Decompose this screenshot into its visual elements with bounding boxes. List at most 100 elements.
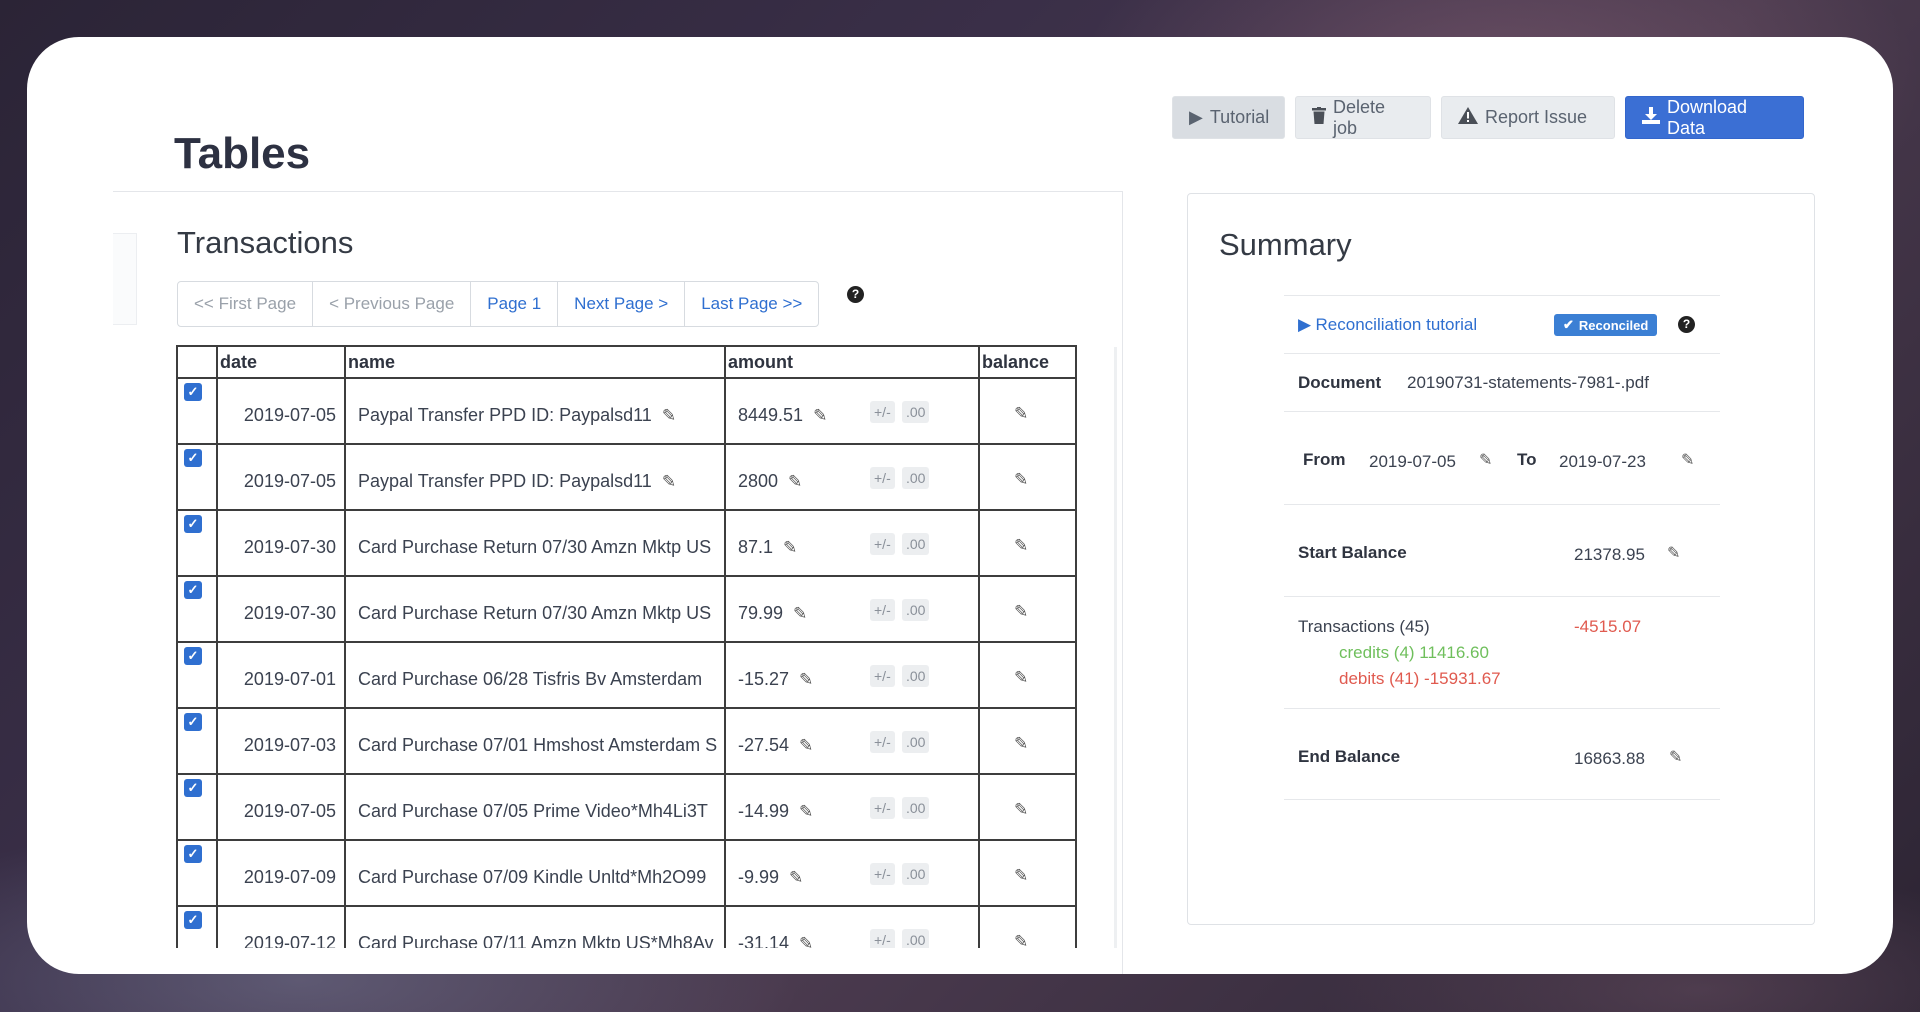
balance-cell[interactable]: ✎ — [978, 641, 1077, 709]
balance-cell[interactable]: ✎ — [978, 443, 1077, 511]
last-page-link[interactable]: Last Page >> — [701, 294, 803, 313]
edit-icon[interactable]: ✎ — [788, 472, 803, 491]
table-scrollbar[interactable] — [1114, 347, 1117, 948]
balance-cell[interactable]: ✎ — [978, 707, 1077, 775]
edit-icon[interactable]: ✎ — [799, 934, 814, 948]
date-cell[interactable]: 2019-07-30 — [216, 509, 346, 577]
toggle-sign-button[interactable]: +/- — [870, 731, 895, 753]
name-cell[interactable]: Card Purchase 07/09 Kindle Unltd*Mh2O99 — [344, 839, 726, 907]
toggle-sign-button[interactable]: +/- — [870, 665, 895, 687]
amount-cell[interactable]: 79.99 ✎ +/- .00 — [724, 575, 980, 643]
name-cell[interactable]: Paypal Transfer PPD ID: Paypalsd11 ✎ — [344, 443, 726, 511]
amount-cell[interactable]: 8449.51 ✎ +/- .00 — [724, 377, 980, 445]
decimal-button[interactable]: .00 — [902, 467, 930, 489]
date-cell[interactable]: 2019-07-12 — [216, 905, 346, 948]
decimal-button[interactable]: .00 — [902, 731, 930, 753]
reconciliation-tutorial-link[interactable]: ▶ Reconciliation tutorial — [1298, 315, 1477, 335]
edit-icon[interactable]: ✎ — [1014, 404, 1029, 423]
collapsed-side-tab[interactable] — [113, 233, 137, 325]
toggle-sign-button[interactable]: +/- — [870, 467, 895, 489]
column-header-name[interactable]: name — [344, 345, 726, 379]
edit-icon[interactable]: ✎ — [783, 538, 798, 557]
amount-cell[interactable]: 2800 ✎ +/- .00 — [724, 443, 980, 511]
edit-icon[interactable]: ✎ — [799, 670, 814, 689]
row-checkbox[interactable]: ✓ — [184, 713, 202, 731]
amount-cell[interactable]: -9.99 ✎ +/- .00 — [724, 839, 980, 907]
download-data-button[interactable]: Download Data — [1625, 96, 1804, 139]
table-row[interactable]: ✓ 2019-07-05 Card Purchase 07/05 Prime Vid… — [176, 773, 1077, 841]
name-cell[interactable]: Card Purchase 07/01 Hmshost Amsterdam S — [344, 707, 726, 775]
edit-icon[interactable]: ✎ — [1014, 536, 1029, 555]
edit-icon[interactable]: ✎ — [799, 736, 814, 755]
amount-cell[interactable]: 87.1 ✎ +/- .00 — [724, 509, 980, 577]
balance-cell[interactable]: ✎ — [978, 773, 1077, 841]
amount-cell[interactable]: -31.14 ✎ +/- .00 — [724, 905, 980, 948]
edit-icon[interactable]: ✎ — [1014, 866, 1029, 885]
decimal-button[interactable]: .00 — [902, 797, 930, 819]
balance-cell[interactable]: ✎ — [978, 575, 1077, 643]
edit-icon[interactable]: ✎ — [661, 472, 677, 491]
first-page-link[interactable]: << First Page — [178, 282, 314, 326]
edit-icon[interactable]: ✎ — [1014, 668, 1029, 687]
edit-icon[interactable]: ✎ — [1014, 602, 1029, 621]
decimal-button[interactable]: .00 — [902, 665, 930, 687]
amount-cell[interactable]: -15.27 ✎ +/- .00 — [724, 641, 980, 709]
row-checkbox[interactable]: ✓ — [184, 845, 202, 863]
edit-icon[interactable]: ✎ — [1014, 800, 1029, 819]
toggle-sign-button[interactable]: +/- — [870, 863, 895, 885]
edit-icon[interactable]: ✎ — [813, 406, 828, 425]
edit-icon[interactable]: ✎ — [799, 802, 814, 821]
edit-icon[interactable]: ✎ — [1014, 932, 1029, 948]
balance-cell[interactable]: ✎ — [978, 839, 1077, 907]
column-header-amount[interactable]: amount — [724, 345, 980, 379]
date-cell[interactable]: 2019-07-01 — [216, 641, 346, 709]
name-cell[interactable]: Card Purchase 07/11 Amzn Mktp US*Mh8Av — [344, 905, 726, 948]
reconciliation-help[interactable]: ? — [1678, 315, 1695, 333]
balance-cell[interactable]: ✎ — [978, 905, 1077, 948]
delete-job-button[interactable]: Delete job — [1295, 96, 1431, 139]
edit-icon[interactable]: ✎ — [1667, 545, 1681, 562]
column-header-date[interactable]: date — [216, 345, 346, 379]
date-cell[interactable]: 2019-07-03 — [216, 707, 346, 775]
toggle-sign-button[interactable]: +/- — [870, 533, 895, 555]
decimal-button[interactable]: .00 — [902, 533, 930, 555]
table-row[interactable]: ✓ 2019-07-12 Card Purchase 07/11 Amzn Mktp… — [176, 905, 1077, 948]
date-cell[interactable]: 2019-07-09 — [216, 839, 346, 907]
row-checkbox[interactable]: ✓ — [184, 449, 202, 467]
edit-icon[interactable]: ✎ — [1479, 452, 1493, 469]
column-header-balance[interactable]: balance — [978, 345, 1077, 379]
decimal-button[interactable]: .00 — [902, 929, 930, 948]
edit-icon[interactable]: ✎ — [789, 868, 804, 887]
edit-icon[interactable]: ✎ — [661, 406, 677, 425]
table-row[interactable]: ✓ 2019-07-03 Card Purchase 07/01 Hmshost A… — [176, 707, 1077, 775]
previous-page-link[interactable]: < Previous Page — [313, 282, 472, 326]
current-page-link[interactable]: Page 1 — [471, 282, 559, 326]
toggle-sign-button[interactable]: +/- — [870, 797, 895, 819]
edit-icon[interactable]: ✎ — [1014, 734, 1029, 753]
table-row[interactable]: ✓ 2019-07-05 Paypal Transfer PPD ID: Paypa… — [176, 443, 1077, 511]
toggle-sign-button[interactable]: +/- — [870, 401, 895, 423]
pagination-help[interactable]: ? — [847, 285, 864, 303]
date-cell[interactable]: 2019-07-05 — [216, 773, 346, 841]
amount-cell[interactable]: -14.99 ✎ +/- .00 — [724, 773, 980, 841]
edit-icon[interactable]: ✎ — [1669, 749, 1683, 766]
row-checkbox[interactable]: ✓ — [184, 911, 202, 929]
name-cell[interactable]: Card Purchase Return 07/30 Amzn Mktp US — [344, 509, 726, 577]
table-row[interactable]: ✓ 2019-07-05 Paypal Transfer PPD ID: Paypa… — [176, 377, 1077, 445]
table-row[interactable]: ✓ 2019-07-01 Card Purchase 06/28 Tisfris B… — [176, 641, 1077, 709]
decimal-button[interactable]: .00 — [902, 401, 930, 423]
date-cell[interactable]: 2019-07-05 — [216, 443, 346, 511]
date-cell[interactable]: 2019-07-05 — [216, 377, 346, 445]
date-cell[interactable]: 2019-07-30 — [216, 575, 346, 643]
row-checkbox[interactable]: ✓ — [184, 383, 202, 401]
toggle-sign-button[interactable]: +/- — [870, 599, 895, 621]
decimal-button[interactable]: .00 — [902, 599, 930, 621]
table-row[interactable]: ✓ 2019-07-30 Card Purchase Return 07/30 Am… — [176, 509, 1077, 577]
edit-icon[interactable]: ✎ — [793, 604, 808, 623]
row-checkbox[interactable]: ✓ — [184, 779, 202, 797]
decimal-button[interactable]: .00 — [902, 863, 930, 885]
balance-cell[interactable]: ✎ — [978, 509, 1077, 577]
tutorial-button[interactable]: ▶ Tutorial — [1172, 96, 1285, 139]
name-cell[interactable]: Card Purchase 06/28 Tisfris Bv Amsterdam — [344, 641, 726, 709]
amount-cell[interactable]: -27.54 ✎ +/- .00 — [724, 707, 980, 775]
